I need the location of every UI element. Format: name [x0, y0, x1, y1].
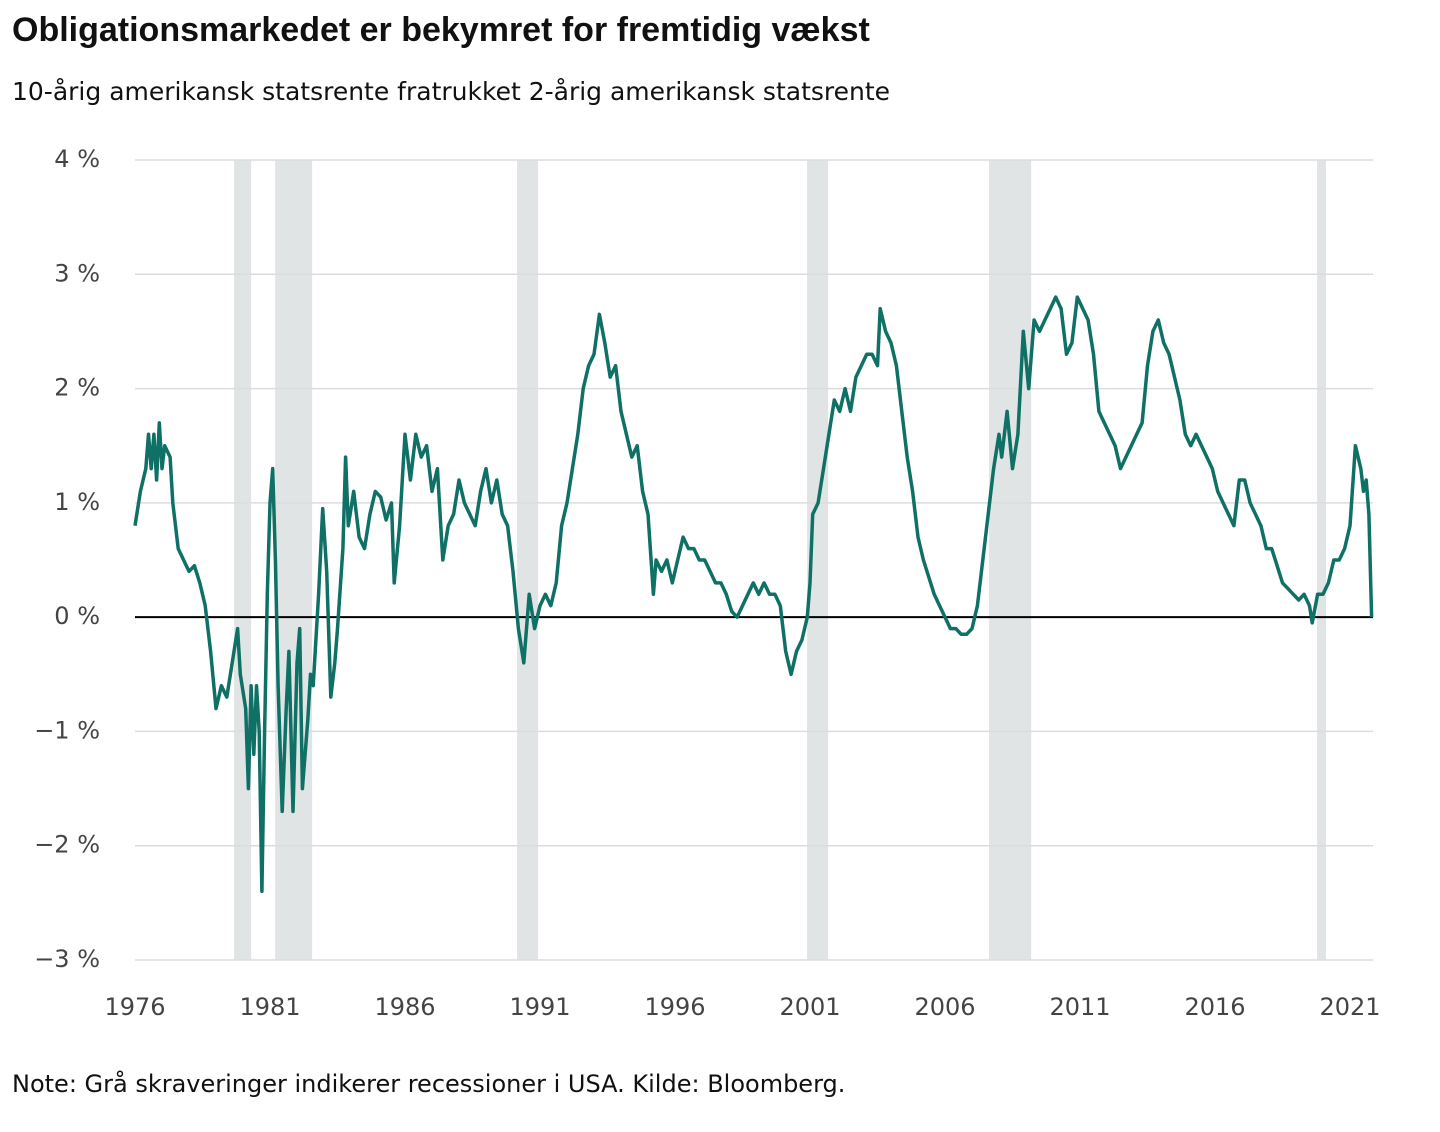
y-tick-label: 0 %: [54, 602, 100, 630]
x-tick-label: 2016: [1185, 993, 1246, 1021]
chart-note: Note: Grå skraveringer indikerer recessi…: [12, 1069, 845, 1098]
chart-subtitle: 10-årig amerikansk statsrente fratrukket…: [12, 77, 890, 106]
y-tick-label: −3 %: [34, 945, 100, 973]
recession-band: [275, 160, 313, 960]
recession-band: [989, 160, 1032, 960]
x-tick-label: 1996: [644, 993, 705, 1021]
y-tick-label: 2 %: [54, 374, 100, 402]
x-tick-label: 2011: [1049, 993, 1110, 1021]
x-tick-label: 2006: [914, 993, 975, 1021]
chart-title: Obligationsmarkedet er bekymret for frem…: [12, 11, 870, 49]
recession-band: [807, 160, 829, 960]
y-tick-label: −2 %: [34, 831, 100, 859]
x-tick-label: 1976: [104, 993, 165, 1021]
y-tick-label: 3 %: [54, 259, 100, 287]
recession-band: [1317, 160, 1327, 960]
plot-area: −3 % −2 % −1 % 0 % 1 % 2 % 3 % 4 % 1976 1981 1986 1…: [34, 145, 1380, 1021]
y-tick-label: 1 %: [54, 488, 100, 516]
x-tick-label: 1981: [239, 993, 300, 1021]
recession-band: [234, 160, 252, 960]
x-tick-label: 2021: [1320, 993, 1381, 1021]
x-tick-label: 2001: [779, 993, 840, 1021]
data-line: [133, 295, 1374, 894]
x-tick-label: 1986: [374, 993, 435, 1021]
y-tick-label: 4 %: [54, 145, 100, 173]
recession-band: [517, 160, 539, 960]
x-tick-label: 1991: [509, 993, 570, 1021]
y-tick-label: −1 %: [34, 716, 100, 744]
